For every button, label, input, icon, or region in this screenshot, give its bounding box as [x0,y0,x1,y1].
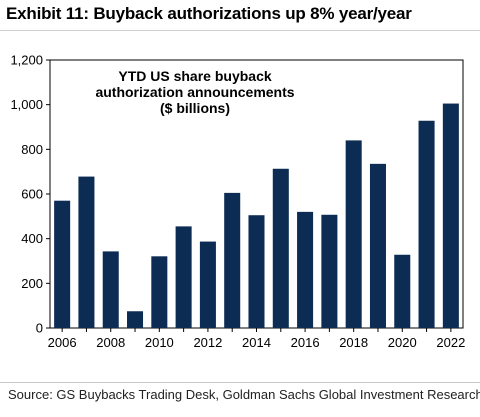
bar-2010 [151,256,168,328]
y-tick-label: 600 [21,187,43,202]
bar-2014 [248,215,265,328]
y-tick-label: 400 [21,231,43,246]
bar-2008 [102,251,119,328]
bar-2011 [175,226,192,328]
source-divider [0,382,480,383]
x-tick-label: 2010 [145,335,174,350]
bar-2006 [54,200,71,328]
bar-2013 [224,192,241,328]
bar-2016 [297,211,314,328]
bar-2022 [442,103,459,328]
title-divider [0,30,480,31]
x-tick-label: 2006 [48,335,77,350]
exhibit-title: Exhibit 11: Buyback authorizations up 8%… [6,4,412,23]
y-axis: 0 200 400 600 800 1,000 1,200 [10,53,50,336]
chart-title: YTD US share buyback authorization annou… [95,68,294,116]
bar-series [54,103,459,328]
x-tick-label: 2016 [291,335,320,350]
y-tick-label: 800 [21,142,43,157]
x-tick-label: 2012 [193,335,222,350]
chart-title-line-2: authorization announcements [95,84,294,100]
y-tick-label: 1,000 [10,97,43,112]
bar-2018 [345,140,362,328]
chart-title-line-3: ($ billions) [160,100,230,116]
x-tick-label: 2008 [96,335,125,350]
y-tick-label: 0 [36,321,43,336]
source-note: Source: GS Buybacks Trading Desk, Goldma… [8,387,480,402]
chart-title-line-1: YTD US share buyback [118,68,271,84]
bar-2017 [321,214,338,328]
y-tick-label: 200 [21,276,43,291]
y-tick-label: 1,200 [10,53,43,68]
x-tick-label: 2014 [242,335,271,350]
x-tick-label: 2020 [388,335,417,350]
bar-2015 [272,168,289,328]
bar-2019 [369,163,386,328]
x-tick-label: 2022 [436,335,465,350]
bar-2007 [78,176,95,328]
bar-2020 [394,254,411,328]
bar-2021 [418,120,435,328]
x-tick-label: 2018 [339,335,368,350]
x-axis: 2006 2008 2010 2012 2014 2016 2018 2020 2022 [48,328,465,350]
bar-2009 [127,311,144,328]
bar-2012 [199,241,216,328]
